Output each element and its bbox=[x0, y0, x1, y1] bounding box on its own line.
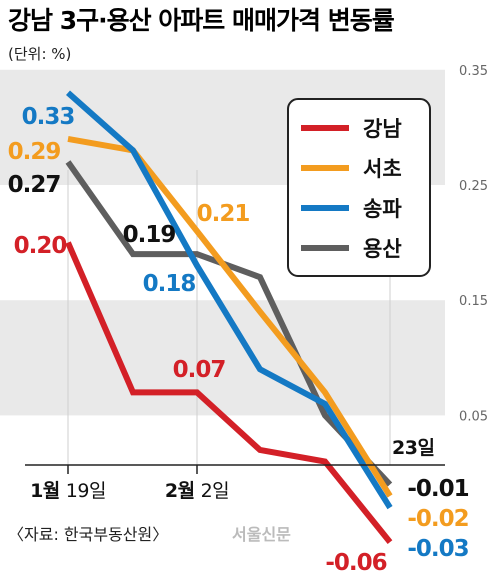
legend-label: 서초 bbox=[363, 157, 402, 181]
data-label: 0.20 bbox=[14, 233, 67, 259]
series-line-0 bbox=[65, 241, 393, 544]
data-label: 0.19 bbox=[123, 222, 176, 248]
series-line-1 bbox=[67, 135, 393, 498]
x-tick-month: 1월 bbox=[30, 480, 60, 502]
legend-box bbox=[287, 98, 431, 277]
unit-label: (단위: %) bbox=[8, 45, 71, 63]
legend-label: 용산 bbox=[363, 237, 402, 261]
source-note: 〈자료: 한국부동산원〉 bbox=[8, 525, 168, 544]
x-tick-label: 1월 19일 bbox=[30, 480, 106, 502]
legend-label: 강남 bbox=[363, 117, 402, 141]
grid-band bbox=[0, 300, 445, 416]
data-label: -0.02 bbox=[407, 506, 468, 532]
series-line-2 bbox=[66, 90, 393, 510]
data-label: -0.03 bbox=[407, 536, 468, 562]
data-label: 0.29 bbox=[8, 139, 61, 165]
x-tick-label: 2월 2일 bbox=[165, 480, 229, 502]
data-label: -0.06 bbox=[325, 550, 386, 576]
data-label: 0.33 bbox=[22, 104, 75, 130]
data-label: 0.21 bbox=[197, 201, 250, 227]
x-tick-day: 2일 bbox=[201, 480, 230, 502]
y-tick-label: 0.05 bbox=[459, 409, 488, 424]
chart-title: 강남 3구·용산 아파트 매매가격 변동률 bbox=[8, 6, 395, 35]
legend-label: 송파 bbox=[363, 197, 402, 221]
data-label: 0.27 bbox=[8, 172, 61, 198]
data-label: -0.01 bbox=[407, 476, 468, 502]
y-tick-label: 0.15 bbox=[459, 294, 488, 309]
data-label: 0.18 bbox=[143, 271, 196, 297]
watermark: 서울신문 bbox=[232, 525, 291, 544]
data-label: 0.07 bbox=[173, 357, 226, 383]
y-tick-label: 0.35 bbox=[459, 64, 488, 79]
x-tick-label: 23일 bbox=[392, 437, 434, 459]
x-tick-month: 2월 bbox=[165, 480, 195, 502]
y-tick-label: 0.25 bbox=[459, 179, 488, 194]
x-tick-day: 19일 bbox=[66, 480, 106, 502]
series-line-3 bbox=[65, 160, 393, 487]
